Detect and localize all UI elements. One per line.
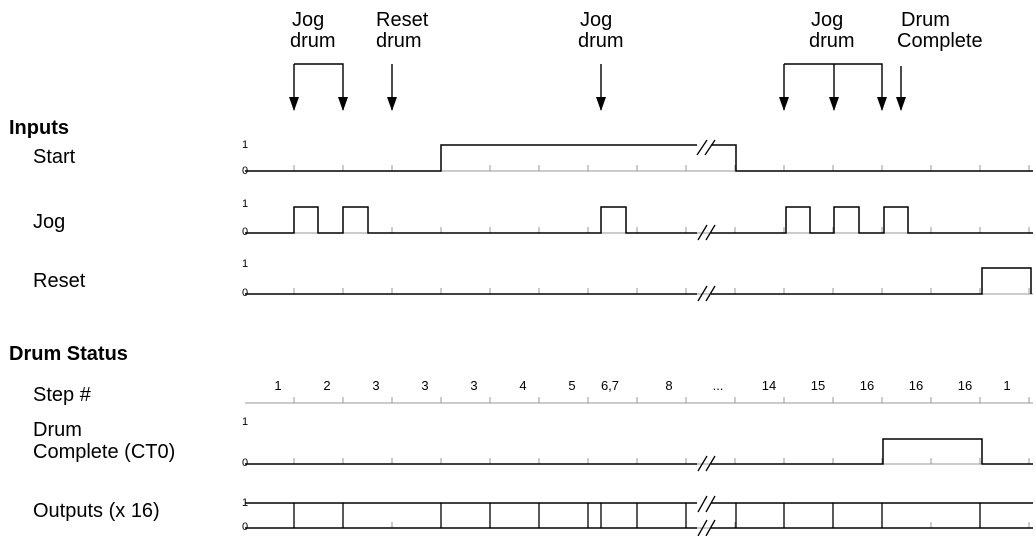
arrow-jog-bracket-3	[784, 63, 887, 111]
reset-waveform-after-break	[711, 267, 1032, 295]
drum-status-heading: Drum Status	[9, 343, 128, 365]
outputs-low-label: 0	[242, 521, 248, 533]
step-number: 5	[568, 378, 575, 393]
start-label: Start	[33, 146, 76, 168]
start-high-label: 1	[242, 139, 248, 151]
baselines	[245, 170, 1033, 529]
complete-high-label: 1	[242, 416, 248, 428]
outputs-transitions	[293, 503, 981, 528]
step-number: 3	[372, 378, 379, 393]
reset-label: Reset	[33, 270, 86, 292]
annotation-jog-drum-2: Jog drum	[578, 10, 624, 52]
annotation-line: drum	[376, 30, 422, 52]
annotation-line: Complete	[897, 30, 983, 52]
annotation-jog-drum-3: Jog drum	[809, 10, 855, 52]
step-number: 1	[1003, 378, 1010, 393]
jog-label: Jog	[33, 211, 66, 233]
break-mark-reset	[697, 285, 716, 302]
outputs-label: Outputs (x 16)	[33, 500, 160, 522]
step-numbers: 1 2 3 3 3 4 5 6,7 8... 14 15 16 16 16 1	[274, 378, 1010, 393]
step-number: 14	[762, 378, 776, 393]
step-number: 3	[470, 378, 477, 393]
start-waveform-after-break	[711, 144, 1033, 172]
drum-complete-label-line2: Complete (CT0)	[33, 441, 176, 463]
break-mark-outputs	[697, 495, 716, 536]
jog-high-label: 1	[242, 198, 248, 210]
step-number: 15	[811, 378, 825, 393]
jog-low-label: 0	[242, 226, 248, 238]
reset-high-label: 1	[242, 258, 248, 270]
break-mark-start	[696, 139, 716, 156]
arrow-jog-bracket-1	[294, 63, 348, 111]
annotation-line: Drum	[901, 9, 950, 31]
annotation-line: drum	[578, 30, 624, 52]
annotation-line: Jog	[580, 9, 613, 31]
complete-low-label: 0	[242, 457, 248, 469]
step-number: 16	[958, 378, 972, 393]
level-labels: 1 0 1 0 1 0 1 0 1 0	[242, 139, 248, 533]
tick-marks	[293, 165, 1030, 528]
annotation-line: drum	[809, 30, 855, 52]
step-number: 2	[323, 378, 330, 393]
reset-low-label: 0	[242, 287, 248, 299]
step-number: 1	[274, 378, 281, 393]
annotation-line: drum	[290, 30, 336, 52]
annotation-line: Reset	[376, 9, 429, 31]
step-number: ...	[713, 378, 724, 393]
step-label: Step #	[33, 384, 91, 406]
annotation-line: Jog	[292, 9, 325, 31]
step-number: 3	[421, 378, 428, 393]
break-mark-complete	[697, 455, 716, 472]
annotation-jog-drum-1: Jog drum	[290, 10, 336, 52]
drum-complete-label-line1: Drum	[33, 419, 82, 441]
time-break-marks	[696, 139, 716, 536]
step-number: 16	[909, 378, 923, 393]
annotation-arrows	[289, 63, 906, 111]
annotation-drum-complete: Drum Complete	[897, 10, 983, 52]
start-waveform	[245, 144, 697, 172]
step-number: 4	[519, 378, 526, 393]
break-mark-jog	[697, 224, 716, 241]
drum-complete-waveform-after-break	[711, 438, 1033, 465]
step-number: 16	[860, 378, 874, 393]
inputs-heading: Inputs	[9, 117, 69, 139]
step-number: 8	[665, 378, 672, 393]
waveforms	[245, 144, 1033, 529]
annotation-line: Jog	[811, 9, 844, 31]
jog-waveform	[245, 206, 697, 234]
step-number: 6,7	[601, 378, 619, 393]
jog-waveform-after-break	[711, 206, 1033, 234]
annotation-reset-drum: Reset drum	[376, 10, 428, 52]
drum-complete-label: Drum Complete (CT0)	[33, 419, 175, 463]
